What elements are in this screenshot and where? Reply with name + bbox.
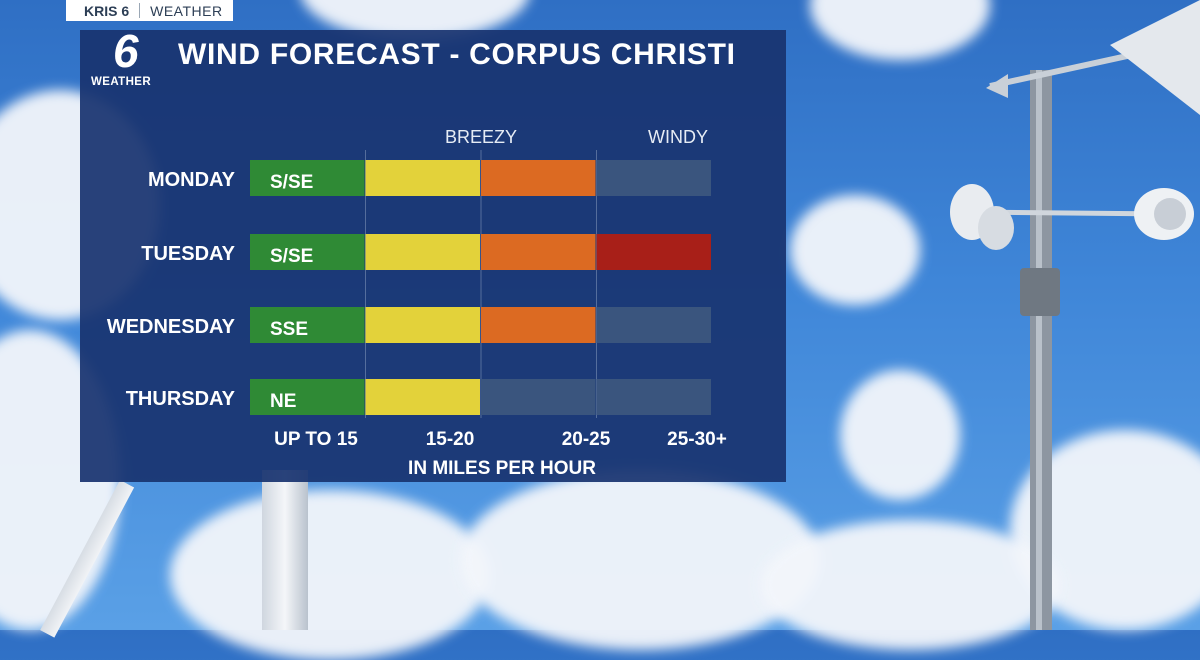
band-tick-label: 20-25 bbox=[562, 429, 611, 450]
day-label: THURSDAY bbox=[126, 388, 236, 410]
station-brand-bar: KRIS 6 WEATHER bbox=[66, 0, 233, 21]
wind-direction-label: S/SE bbox=[270, 172, 313, 193]
empty-segment bbox=[596, 160, 711, 196]
wind-forecast-chart: MONDAY S/SE TUESDAY S/SE WEDNESDAY SSE THURSDA… bbox=[107, 127, 727, 479]
wind-direction-label: NE bbox=[270, 391, 296, 412]
bar-segment bbox=[365, 160, 480, 196]
bar-segment bbox=[250, 234, 365, 270]
wind-direction-label: SSE bbox=[270, 319, 308, 340]
bar-segment bbox=[481, 234, 596, 270]
cloud bbox=[790, 195, 920, 305]
zone-label: WINDY bbox=[648, 127, 708, 147]
bar-segment bbox=[481, 307, 596, 343]
bar-segment bbox=[250, 307, 365, 343]
chart-title: WIND FORECAST - CORPUS CHRISTI bbox=[178, 38, 736, 71]
brand-divider bbox=[139, 3, 141, 18]
empty-segment bbox=[596, 307, 711, 343]
bar-segment bbox=[365, 234, 480, 270]
day-label: WEDNESDAY bbox=[107, 316, 236, 338]
section-name: WEATHER bbox=[150, 2, 223, 19]
cloud bbox=[760, 520, 1060, 650]
empty-segment bbox=[596, 379, 711, 415]
bar-segment bbox=[365, 307, 480, 343]
logo-label: WEATHER bbox=[91, 76, 152, 88]
band-tick-label: 15-20 bbox=[426, 429, 475, 450]
day-label: MONDAY bbox=[148, 169, 236, 191]
cloud bbox=[460, 470, 820, 650]
empty-segment bbox=[481, 379, 596, 415]
band-tick-label: 25-30+ bbox=[667, 429, 727, 450]
bar-segment bbox=[250, 379, 365, 415]
cloud bbox=[840, 370, 960, 500]
x-axis-label: IN MILES PER HOUR bbox=[408, 458, 596, 479]
bar-segment bbox=[596, 234, 711, 270]
zone-label: BREEZY bbox=[445, 127, 517, 147]
wind-turbine-tower bbox=[262, 470, 308, 630]
bar-segment bbox=[250, 160, 365, 196]
bar-segment bbox=[365, 379, 480, 415]
day-label: TUESDAY bbox=[141, 243, 235, 265]
logo-number: 6 bbox=[113, 25, 139, 77]
band-tick-label: UP TO 15 bbox=[274, 429, 358, 450]
bar-segment bbox=[481, 160, 596, 196]
wind-direction-label: S/SE bbox=[270, 246, 313, 267]
station-logo: 6 WEATHER bbox=[91, 25, 157, 90]
anemometer-icon bbox=[950, 0, 1200, 630]
station-name: KRIS 6 bbox=[84, 2, 130, 19]
